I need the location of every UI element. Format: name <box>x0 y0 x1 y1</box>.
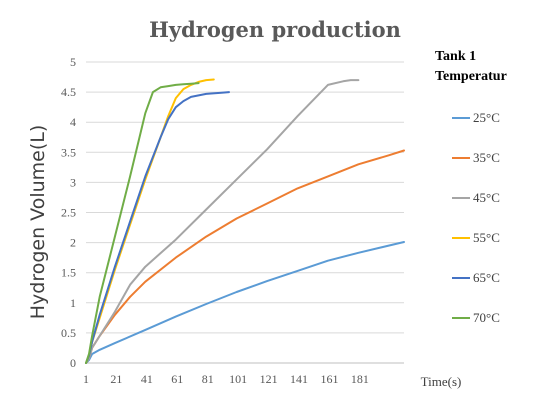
legend-label: 70°C <box>473 310 500 325</box>
y-tick-label: 5 <box>70 55 76 69</box>
x-tick-label: 41 <box>141 372 153 386</box>
legend-title-line-2: Temperatur <box>435 69 507 84</box>
legend-label: 65°C <box>473 270 500 285</box>
series-line <box>85 79 360 364</box>
y-tick-label: 1.5 <box>61 266 76 280</box>
legend-title-line-1: Tank 1 <box>435 49 476 64</box>
y-tick-labels: 0 0.5 1 1.5 2 2.5 3 3.5 4 4.5 5 <box>61 55 76 370</box>
x-tick-label: 1 <box>83 372 89 386</box>
legend-label: 55°C <box>473 230 500 245</box>
x-axis-title: Time(s) <box>421 374 462 389</box>
series-line <box>85 82 200 364</box>
x-tick-label: 181 <box>351 372 369 386</box>
x-tick-label: 21 <box>110 372 122 386</box>
legend-label: 25°C <box>473 110 500 125</box>
legend-label: 35°C <box>473 150 500 165</box>
y-tick-label: 3 <box>70 175 76 189</box>
y-tick-label: 2 <box>70 236 76 250</box>
series-line <box>85 241 405 364</box>
x-tick-label: 121 <box>260 372 278 386</box>
y-tick-label: 0 <box>70 356 76 370</box>
x-tick-label: 101 <box>229 372 247 386</box>
series-lines <box>85 78 405 364</box>
legend-label: 45°C <box>473 190 500 205</box>
y-tick-label: 3.5 <box>61 145 76 159</box>
y-tick-label: 4.5 <box>61 85 76 99</box>
y-tick-label: 4 <box>70 115 76 129</box>
y-axis-title: Hydrogen Volume(L) <box>27 125 49 320</box>
chart-title: Hydrogen production <box>149 17 401 42</box>
x-tick-label: 61 <box>171 372 183 386</box>
series-line <box>85 91 230 364</box>
x-tick-label: 141 <box>290 372 308 386</box>
x-tick-label: 81 <box>202 372 214 386</box>
y-tick-label: 2.5 <box>61 206 76 220</box>
y-tick-label: 1 <box>70 296 76 310</box>
legend: 25°C 35°C 45°C 55°C 65°C 70°C <box>452 110 500 325</box>
x-tick-labels: 1 21 41 61 81 101 121 141 161 181 <box>83 372 369 386</box>
y-tick-label: 0.5 <box>61 326 76 340</box>
x-tick-label: 161 <box>320 372 338 386</box>
